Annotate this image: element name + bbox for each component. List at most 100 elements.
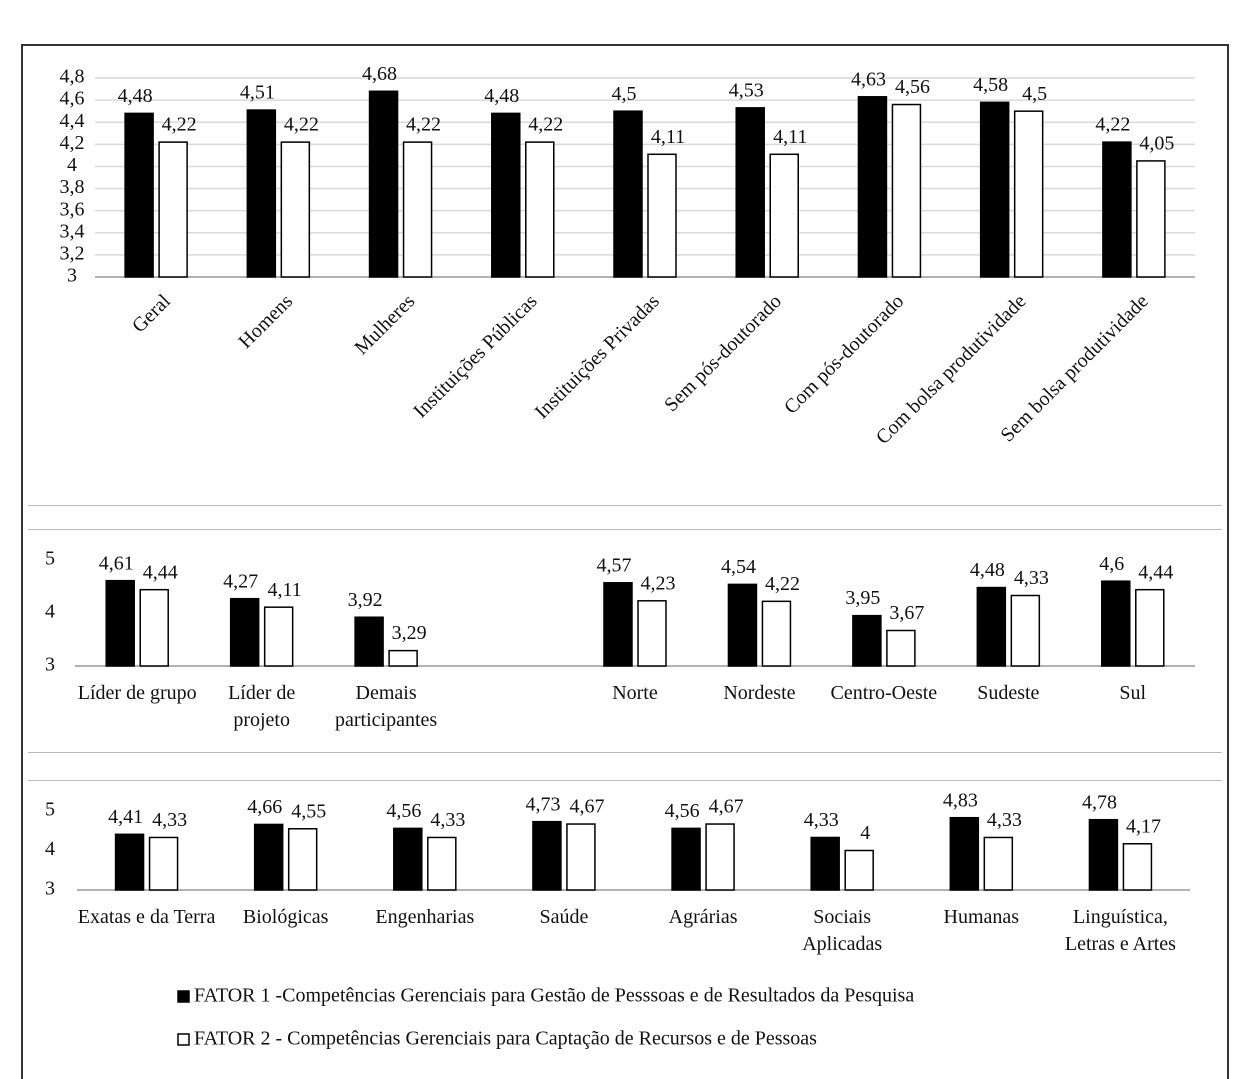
bar xyxy=(393,827,423,891)
x-tick-label: Sem pós-doutorado xyxy=(660,290,786,416)
bar xyxy=(491,112,521,278)
bar xyxy=(761,600,792,667)
value-label: 4,56 xyxy=(895,76,930,98)
bar xyxy=(148,836,179,891)
y-tick-label: 3,2 xyxy=(60,242,85,264)
bar xyxy=(368,90,399,278)
y-tick-label: 3 xyxy=(45,878,55,900)
y-tick-label: 3,4 xyxy=(60,220,85,242)
x-tick-label: Sudeste xyxy=(977,682,1040,704)
bar xyxy=(949,816,980,891)
bar xyxy=(810,836,840,891)
value-label: 4,11 xyxy=(268,579,302,601)
y-tick-label: 3 xyxy=(45,654,55,676)
value-label: 3,92 xyxy=(348,589,383,611)
bar xyxy=(402,141,433,278)
x-tick-label: Norte xyxy=(612,682,658,704)
value-label: 4,56 xyxy=(386,800,421,822)
bar xyxy=(1122,843,1153,891)
x-tick-label: Engenharias xyxy=(375,906,475,928)
bar xyxy=(263,606,294,667)
bar xyxy=(139,588,169,667)
bar xyxy=(354,616,384,667)
x-tick-label: Agrárias xyxy=(668,906,738,928)
legend-swatch xyxy=(177,1033,190,1046)
value-label: 4,6 xyxy=(1099,553,1124,575)
value-label: 4,83 xyxy=(943,789,978,811)
value-label: 4,68 xyxy=(362,63,397,85)
bar xyxy=(1101,580,1131,667)
value-label: 4,61 xyxy=(99,552,134,574)
bar xyxy=(1088,818,1119,891)
y-tick-label: 4 xyxy=(45,838,55,860)
value-label: 4,22 xyxy=(1095,114,1130,136)
bar xyxy=(705,823,735,891)
y-tick-label: 3 xyxy=(67,265,77,287)
y-tick-label: 4,6 xyxy=(60,88,85,110)
bar xyxy=(287,828,318,891)
value-label: 4,22 xyxy=(162,114,197,136)
value-label: 4,22 xyxy=(528,114,563,136)
value-label: 3,95 xyxy=(845,587,880,609)
x-tick-label: Instituições Privadas xyxy=(531,290,664,423)
value-label: 4,55 xyxy=(291,800,326,822)
bar xyxy=(1102,141,1132,278)
x-tick-label: Exatas e da Terra xyxy=(77,906,216,928)
bar xyxy=(1010,594,1041,667)
bar xyxy=(844,849,874,891)
value-label: 4,58 xyxy=(973,74,1008,96)
bar xyxy=(158,141,188,278)
value-label: 4,41 xyxy=(108,806,143,828)
y-tick-label: 3,8 xyxy=(60,176,85,198)
bar xyxy=(852,614,882,667)
value-label: 4,78 xyxy=(1082,791,1117,813)
value-label: 4,11 xyxy=(773,126,807,148)
bar xyxy=(735,107,765,278)
y-tick-label: 4,2 xyxy=(60,132,85,154)
value-label: 4,33 xyxy=(430,809,465,831)
bar xyxy=(246,109,277,278)
value-label: 4,44 xyxy=(143,561,178,583)
panel-divider xyxy=(28,752,1222,753)
value-label: 4,51 xyxy=(240,82,275,104)
bar xyxy=(114,833,145,891)
value-label: 4,33 xyxy=(152,809,187,831)
value-label: 4,66 xyxy=(247,796,282,818)
bar xyxy=(532,820,562,891)
bar xyxy=(613,110,643,278)
x-tick-label: Saúde xyxy=(539,906,589,928)
value-label: 4,67 xyxy=(569,796,604,818)
value-label: 4,63 xyxy=(851,68,886,90)
x-tick-label: Homens xyxy=(234,290,297,353)
y-tick-label: 4,8 xyxy=(60,66,85,88)
y-tick-label: 3,6 xyxy=(60,198,85,220)
value-label: 4,33 xyxy=(804,809,839,831)
value-label: 3,67 xyxy=(889,602,924,624)
bar xyxy=(886,629,916,667)
x-tick-label: Humanas xyxy=(943,906,1020,928)
bar xyxy=(979,101,1010,278)
legend-label: FATOR 2 - Competências Gerenciais para C… xyxy=(194,1028,817,1050)
bar xyxy=(727,583,758,667)
legend-label: FATOR 1 -Competências Gerenciais para Ge… xyxy=(194,985,914,1007)
value-label: 4,22 xyxy=(765,573,800,595)
legend-swatch xyxy=(177,990,190,1003)
panel-divider xyxy=(28,780,1222,781)
value-label: 3,29 xyxy=(392,622,427,644)
bar xyxy=(525,141,555,278)
x-tick-label: Sul xyxy=(1119,682,1147,704)
bar xyxy=(1135,588,1165,667)
bar xyxy=(105,579,135,667)
frame xyxy=(21,44,1229,1079)
value-label: 4,54 xyxy=(721,556,756,578)
value-label: 4,73 xyxy=(525,793,560,815)
value-label: 4,23 xyxy=(641,572,676,594)
value-label: 4,67 xyxy=(709,796,744,818)
value-label: 4 xyxy=(860,822,870,844)
x-tick-label: Nordeste xyxy=(723,682,796,704)
x-tick-label: Centro-Oeste xyxy=(830,682,938,704)
value-label: 4,33 xyxy=(1014,567,1049,589)
bar xyxy=(388,649,418,667)
